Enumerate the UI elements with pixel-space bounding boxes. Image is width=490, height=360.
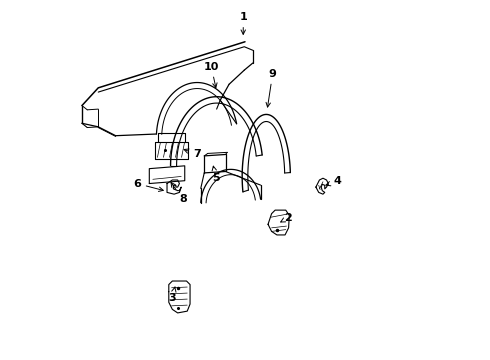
Text: 3: 3 [169, 287, 176, 303]
Text: 8: 8 [171, 183, 187, 204]
Text: 7: 7 [184, 149, 201, 159]
Text: 6: 6 [133, 179, 163, 192]
Text: 1: 1 [239, 12, 247, 34]
Text: 9: 9 [266, 69, 276, 107]
Text: 4: 4 [326, 176, 342, 186]
Text: 10: 10 [204, 62, 219, 87]
Text: 2: 2 [281, 213, 292, 223]
Text: 5: 5 [212, 166, 220, 183]
